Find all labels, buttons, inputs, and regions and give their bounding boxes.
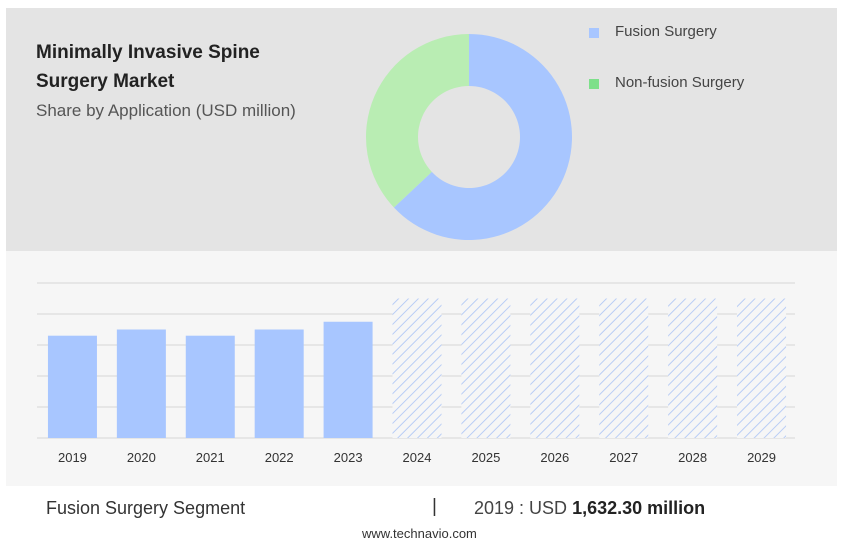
donut-chart — [366, 34, 572, 240]
x-tick-label: 2025 — [471, 450, 500, 465]
x-tick-label: 2019 — [58, 450, 87, 465]
x-tick-label: 2028 — [678, 450, 707, 465]
footer-segment-label: Fusion Surgery Segment — [46, 498, 246, 518]
forecast-bar-2026 — [530, 298, 580, 438]
x-tick-label: 2027 — [609, 450, 638, 465]
bar-2022 — [254, 329, 304, 438]
bar-2019 — [47, 335, 97, 438]
forecast-bar-2029 — [737, 298, 787, 438]
legend-label-fusion: Fusion Surgery — [615, 23, 717, 40]
footer-value-amount: 1,632.30 million — [572, 498, 706, 518]
source-url: www.technavio.com — [362, 526, 477, 541]
bar-2021 — [185, 335, 235, 438]
forecast-bar-2028 — [668, 298, 718, 438]
chart-title: Minimally Invasive Spine Surgery Market — [36, 42, 260, 92]
bar-chart: 2019 2020 2021 2022 2023 2024 2025 2026 2027 2028… — [37, 282, 795, 465]
footer-separator: | — [432, 496, 437, 517]
bar-2023 — [323, 321, 373, 438]
legend-swatch-fusion — [589, 28, 599, 38]
x-tick-label: 2022 — [265, 450, 294, 465]
x-tick-label: 2024 — [403, 450, 432, 465]
chart-subtitle: Share by Application (USD million) — [36, 101, 296, 120]
legend-label-nonfusion: Non-fusion Surgery — [615, 74, 745, 91]
legend-swatch-nonfusion — [589, 79, 599, 89]
x-tick-label: 2021 — [196, 450, 225, 465]
footer-value-prefix: 2019 : USD — [474, 498, 568, 518]
x-tick-label: 2029 — [747, 450, 776, 465]
x-tick-label: 2020 — [127, 450, 156, 465]
footer-value: 2019 : USD 1,632.30 million — [474, 498, 705, 519]
x-tick-label: 2026 — [540, 450, 569, 465]
x-tick-label: 2023 — [334, 450, 363, 465]
forecast-bar-2024 — [392, 298, 442, 438]
donut-slice-0 — [393, 34, 572, 240]
bar-2020 — [116, 329, 166, 438]
forecast-bar-2027 — [599, 298, 649, 438]
forecast-bar-2025 — [461, 298, 511, 438]
donut-slice-1 — [366, 34, 469, 208]
